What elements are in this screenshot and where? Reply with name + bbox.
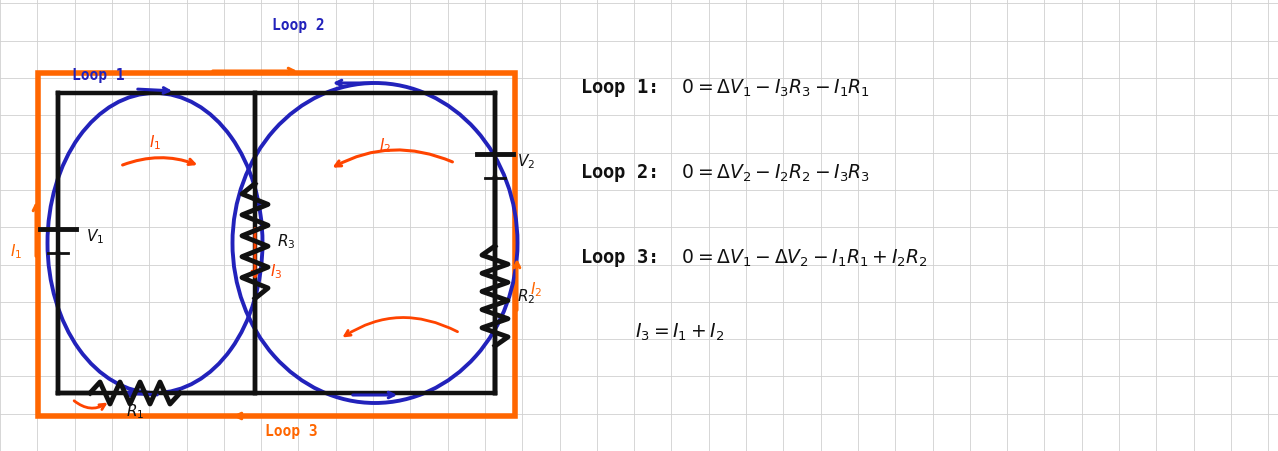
Text: $I_1$: $I_1$ [150,133,161,152]
Text: $I_2$: $I_2$ [530,280,542,299]
Text: $V_2$: $V_2$ [518,152,535,171]
Text: $I_2$: $I_2$ [378,136,391,154]
Text: Loop 1:  $0 = \Delta V_1 - I_3R_3 - I_1R_1$: Loop 1: $0 = \Delta V_1 - I_3R_3 - I_1R_… [580,77,870,99]
Text: Loop 1: Loop 1 [72,68,124,83]
Text: Loop 2: Loop 2 [272,18,325,33]
Text: $I_3$: $I_3$ [270,262,282,281]
Text: $R_2$: $R_2$ [518,287,535,306]
Text: $R_3$: $R_3$ [277,232,295,251]
Text: $I_1$: $I_1$ [10,242,22,261]
Text: Loop 2:  $0 = \Delta V_2 - I_2R_2 - I_3R_3$: Loop 2: $0 = \Delta V_2 - I_2R_2 - I_3R_… [580,161,870,184]
Text: Loop 3: Loop 3 [265,423,317,438]
Text: Loop 3:  $0 = \Delta V_1 - \Delta V_2 - I_1R_1 + I_2R_2$: Loop 3: $0 = \Delta V_1 - \Delta V_2 - I… [580,246,928,268]
Text: $I_3 = I_1 + I_2$: $I_3 = I_1 + I_2$ [635,321,725,343]
Text: $R_1$: $R_1$ [125,401,144,420]
Text: $V_1$: $V_1$ [86,227,104,246]
